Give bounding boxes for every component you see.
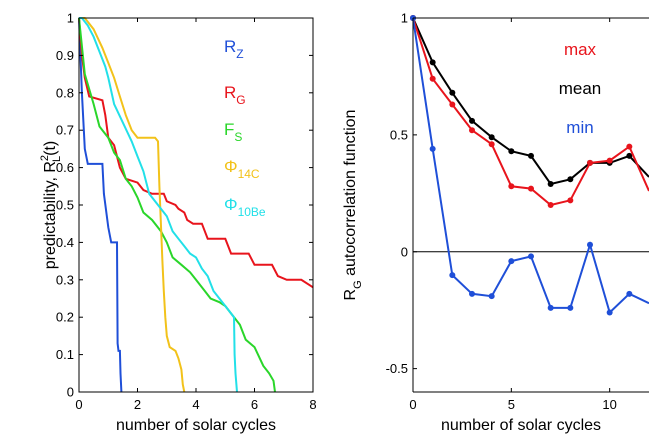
x-tick-label: 0 [409,397,416,412]
series-line-phi-14c [79,17,186,393]
y-tick-label: 0.2 [56,310,74,325]
series-line-f-s [78,17,276,393]
y-tick-label: 0 [67,385,74,400]
legend-entry-f-s: FS [224,120,242,144]
right-chart: 0 5 10 -0.5 0 0.5 1 number of solar cycles RG au… [342,11,649,434]
series-line-r-z [78,17,123,393]
left-chart: 0 2 4 6 8 0 0.1 0.2 0.3 0.4 0.5 0.6 0.7 0.8 0.9 1 number… [39,11,317,435]
data-point-max [587,159,593,166]
data-point-max [429,75,436,82]
data-point-max [606,157,613,164]
data-point-min [606,309,613,316]
data-point-max [449,101,456,108]
data-point-max [469,127,475,134]
legend-entry-phi-14c: Φ14C [224,157,260,181]
y-tick-label: 0.6 [56,160,74,175]
y-tick-label: -0.5 [386,361,408,376]
data-point-mean [429,59,436,66]
series-line-min [413,18,649,315]
data-point-max [528,185,534,192]
plot-frame [78,17,314,393]
x-tick-label: 4 [192,397,199,412]
data-point-max [547,202,554,208]
data-point-min [626,290,633,297]
data-point-min [508,258,515,265]
data-point-max [488,141,495,148]
y-tick-label: 0 [401,244,408,259]
y-axis-label: predictability, R2L(t) [39,141,63,270]
data-point-mean [469,117,475,124]
data-point-mean [508,148,515,155]
legend-entry-mean: mean [559,79,602,98]
legend-entry-r-z: RZ [224,37,244,61]
x-tick-label: 5 [508,397,515,412]
x-axis-label: number of solar cycles [116,417,276,434]
data-point-min [449,272,456,279]
x-tick-label: 6 [251,397,258,412]
y-tick-label: 0.4 [56,235,74,250]
x-tick-label: 8 [309,397,316,412]
data-point-max [567,197,574,204]
x-tick-label: 0 [75,397,82,412]
y-tick-label: 1 [67,11,74,26]
data-point-min [547,304,554,311]
y-tick-label: 0.7 [56,123,74,138]
data-point-max [626,143,633,150]
legend-entry-max: max [564,40,597,59]
y-tick-label: 0.8 [56,85,74,100]
y-tick-label: 0.5 [390,127,408,142]
data-point-mean [488,134,495,141]
x-tick-label: 10 [602,397,616,412]
legend-entry-min: min [566,118,593,137]
data-point-mean [567,176,574,183]
legend-entry-phi-10be: Φ10Be [224,195,266,219]
data-point-min [469,290,475,297]
series-line-r-g [78,17,314,289]
data-point-mean [547,180,554,187]
data-point-min [587,241,593,248]
legend-entry-r-g: RG [224,83,246,107]
x-tick-label: 2 [134,397,141,412]
y-tick-label: 0.5 [56,198,74,213]
data-point-min [528,253,534,260]
data-point-min [488,293,495,300]
data-point-mean [449,89,456,96]
y-axis-label: RG autocorrelation function [342,110,364,301]
y-tick-label: 0.1 [56,347,74,362]
data-point-max [508,183,515,190]
series-line-phi-10be [79,17,238,393]
x-axis-label: number of solar cycles [441,417,601,434]
data-point-mean [528,152,534,159]
data-point-min [567,304,574,311]
data-point-mean [626,152,633,159]
data-point-min [429,145,436,152]
y-tick-label: 1 [401,11,408,26]
y-tick-label: 0.9 [56,48,74,63]
y-tick-label: 0.3 [56,272,74,287]
series-line-max [413,18,649,207]
